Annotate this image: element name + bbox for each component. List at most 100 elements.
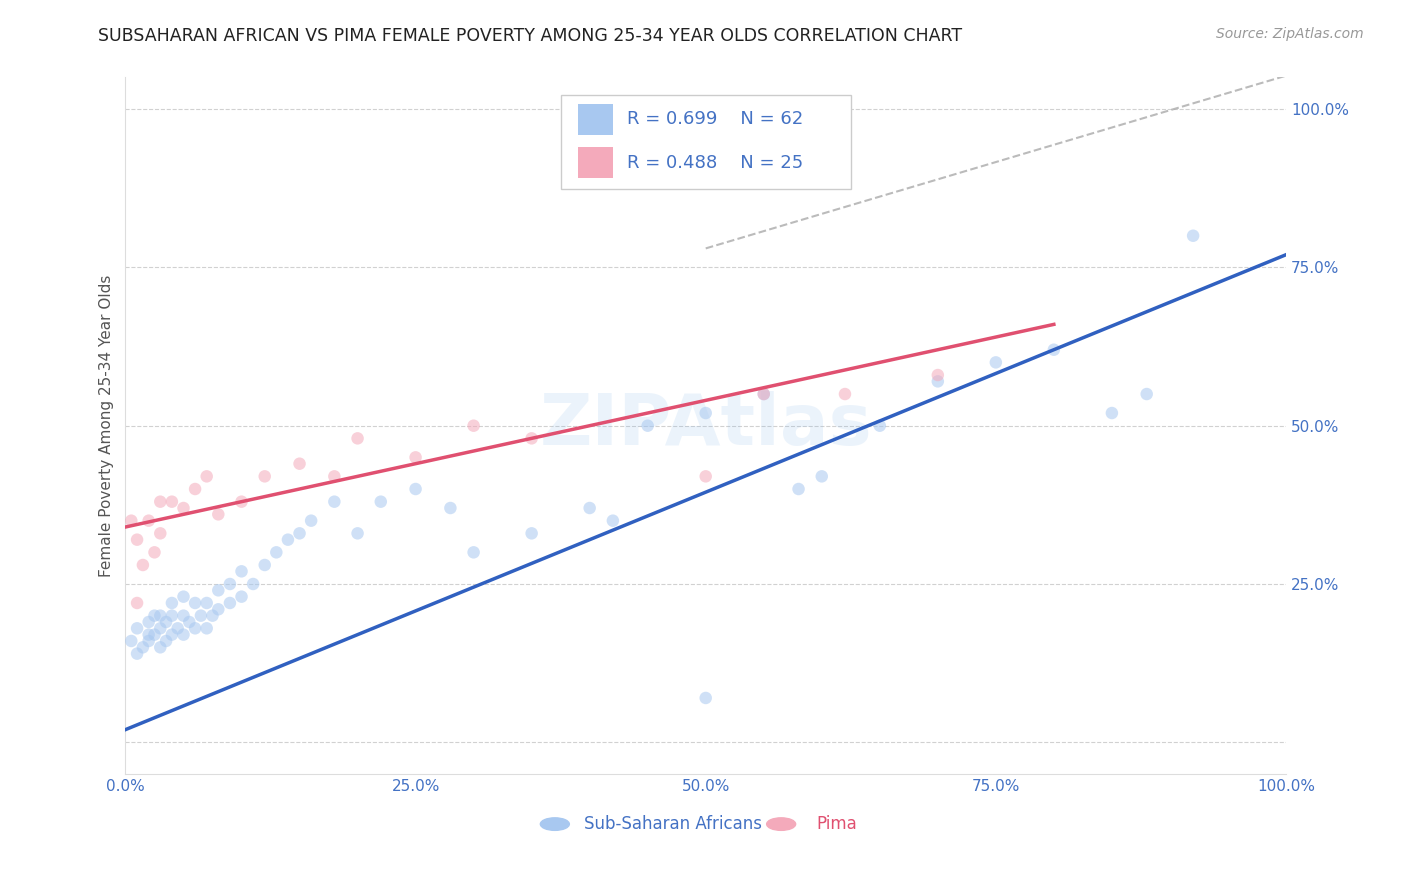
Point bbox=[149, 494, 172, 508]
Point bbox=[288, 457, 311, 471]
Point bbox=[266, 545, 288, 559]
Point bbox=[1101, 406, 1123, 420]
Point bbox=[637, 418, 659, 433]
FancyBboxPatch shape bbox=[561, 95, 851, 189]
Point bbox=[143, 627, 166, 641]
Point bbox=[787, 482, 810, 496]
Point bbox=[173, 501, 195, 516]
Point bbox=[695, 690, 717, 705]
Point bbox=[1182, 228, 1205, 243]
Point bbox=[132, 640, 155, 655]
Point bbox=[195, 469, 218, 483]
Point bbox=[132, 558, 155, 572]
Text: ZIPAtlas: ZIPAtlas bbox=[540, 392, 872, 460]
Point bbox=[207, 508, 229, 522]
Point bbox=[138, 514, 160, 528]
Point bbox=[219, 577, 242, 591]
Point bbox=[695, 406, 717, 420]
Point bbox=[869, 418, 891, 433]
Point bbox=[138, 634, 160, 648]
Point bbox=[288, 526, 311, 541]
Point bbox=[463, 545, 485, 559]
Point bbox=[520, 431, 543, 445]
Point bbox=[752, 387, 775, 401]
Point bbox=[184, 482, 207, 496]
Point bbox=[195, 621, 218, 635]
Point bbox=[927, 368, 949, 382]
Point bbox=[602, 514, 624, 528]
Point bbox=[927, 375, 949, 389]
Point bbox=[149, 608, 172, 623]
Y-axis label: Female Poverty Among 25-34 Year Olds: Female Poverty Among 25-34 Year Olds bbox=[100, 275, 114, 577]
Point bbox=[207, 602, 229, 616]
Point bbox=[231, 494, 253, 508]
Point bbox=[179, 615, 201, 629]
Point bbox=[231, 590, 253, 604]
Point bbox=[160, 627, 183, 641]
Point bbox=[149, 640, 172, 655]
Point bbox=[160, 596, 183, 610]
Point bbox=[439, 501, 461, 516]
Point bbox=[405, 482, 427, 496]
Point bbox=[207, 583, 229, 598]
Text: Pima: Pima bbox=[815, 815, 856, 833]
Point bbox=[173, 608, 195, 623]
Point bbox=[195, 596, 218, 610]
Text: SUBSAHARAN AFRICAN VS PIMA FEMALE POVERTY AMONG 25-34 YEAR OLDS CORRELATION CHAR: SUBSAHARAN AFRICAN VS PIMA FEMALE POVERT… bbox=[98, 27, 963, 45]
Point bbox=[125, 647, 148, 661]
Point bbox=[984, 355, 1007, 369]
Point bbox=[143, 608, 166, 623]
Ellipse shape bbox=[766, 818, 796, 830]
Point bbox=[190, 608, 212, 623]
Point bbox=[323, 494, 346, 508]
Point bbox=[695, 469, 717, 483]
Text: R = 0.699    N = 62: R = 0.699 N = 62 bbox=[627, 111, 803, 128]
Point bbox=[184, 596, 207, 610]
Point bbox=[166, 621, 188, 635]
Point bbox=[155, 615, 177, 629]
Point bbox=[173, 590, 195, 604]
Text: Source: ZipAtlas.com: Source: ZipAtlas.com bbox=[1216, 27, 1364, 41]
Point bbox=[253, 558, 276, 572]
Point bbox=[143, 545, 166, 559]
Point bbox=[125, 621, 148, 635]
Point bbox=[125, 533, 148, 547]
Point bbox=[370, 494, 392, 508]
Point bbox=[1136, 387, 1159, 401]
Point bbox=[120, 634, 142, 648]
FancyBboxPatch shape bbox=[578, 103, 613, 135]
Point bbox=[405, 450, 427, 465]
Point bbox=[346, 526, 368, 541]
Point bbox=[242, 577, 264, 591]
Point bbox=[160, 608, 183, 623]
Point bbox=[155, 634, 177, 648]
Point bbox=[520, 526, 543, 541]
Point bbox=[752, 387, 775, 401]
Point bbox=[810, 469, 832, 483]
Point bbox=[138, 627, 160, 641]
FancyBboxPatch shape bbox=[578, 147, 613, 178]
Point bbox=[149, 621, 172, 635]
Point bbox=[277, 533, 299, 547]
Point bbox=[253, 469, 276, 483]
Point bbox=[1043, 343, 1066, 357]
Text: R = 0.488    N = 25: R = 0.488 N = 25 bbox=[627, 153, 803, 172]
Point bbox=[125, 596, 148, 610]
Point bbox=[160, 494, 183, 508]
Point bbox=[578, 501, 600, 516]
Point bbox=[184, 621, 207, 635]
Point bbox=[323, 469, 346, 483]
Point bbox=[149, 526, 172, 541]
Point bbox=[201, 608, 224, 623]
Point bbox=[231, 565, 253, 579]
Point bbox=[138, 615, 160, 629]
Text: Sub-Saharan Africans: Sub-Saharan Africans bbox=[583, 815, 762, 833]
Point bbox=[173, 627, 195, 641]
Point bbox=[299, 514, 322, 528]
Ellipse shape bbox=[540, 818, 569, 830]
Point bbox=[346, 431, 368, 445]
Point bbox=[120, 514, 142, 528]
Point bbox=[463, 418, 485, 433]
Point bbox=[834, 387, 856, 401]
Point bbox=[219, 596, 242, 610]
